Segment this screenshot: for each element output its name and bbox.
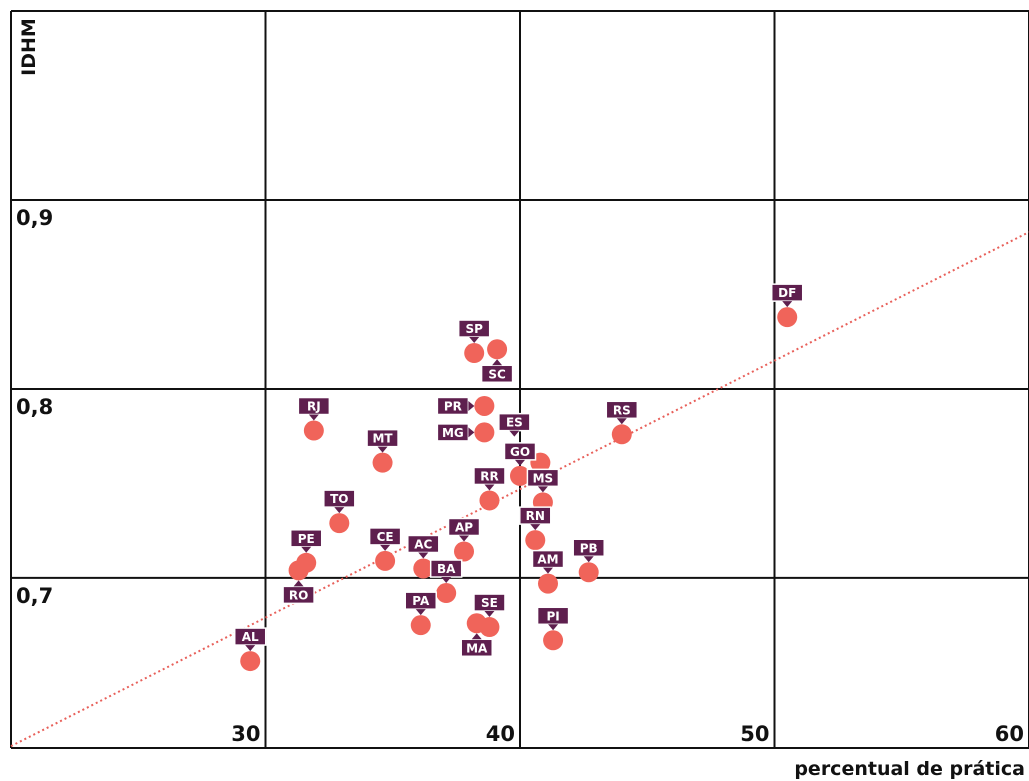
state-label-text: BA: [437, 562, 456, 576]
y-axis-title: IDHM: [18, 18, 40, 76]
data-point-rs: [611, 424, 632, 445]
state-label-text: RJ: [307, 400, 321, 414]
state-label-text: GO: [510, 445, 530, 459]
tick-labels: 30 40 50 60 0,7 0,8 0,9: [16, 206, 1024, 746]
x-tick-label: 50: [740, 722, 769, 746]
state-label-ce: CE: [368, 527, 402, 551]
state-label-rj: RJ: [297, 396, 331, 421]
data-point-df: [777, 307, 798, 328]
state-label-text: TO: [330, 492, 348, 506]
x-tick-label: 60: [995, 722, 1024, 746]
data-point-ma: [466, 613, 487, 634]
state-label-ms: MS: [526, 468, 560, 493]
x-axis-title: percentual de prática: [794, 758, 1025, 780]
grid: [11, 11, 1029, 748]
state-label-pe: PE: [289, 529, 323, 553]
state-label-text: AM: [537, 553, 558, 567]
data-point-mg: [474, 422, 495, 443]
state-label-ro: RO: [282, 580, 315, 605]
state-label-am: AM: [531, 549, 565, 574]
state-label-mg: MG: [436, 423, 475, 442]
state-label-ba: BA: [429, 559, 463, 584]
data-point-rr: [479, 490, 500, 511]
state-label-pr: PR: [436, 396, 475, 416]
state-label-df: DF: [770, 283, 804, 308]
state-label-text: ES: [506, 416, 523, 430]
data-point-pr: [474, 395, 495, 416]
state-label-text: PE: [298, 532, 315, 546]
state-label-text: RS: [613, 403, 631, 417]
data-point-ap: [454, 541, 475, 562]
state-label-text: MG: [442, 426, 464, 440]
data-point-rn: [525, 530, 546, 551]
y-tick-label: 0,9: [16, 206, 53, 230]
data-point-mt: [372, 452, 393, 473]
y-tick-label: 0,7: [16, 584, 53, 608]
state-label-sc: SC: [480, 359, 514, 384]
state-label-rn: RN: [519, 506, 552, 531]
data-point-pb: [578, 562, 599, 583]
state-label-text: AC: [414, 537, 432, 551]
state-label-rs: RS: [605, 400, 639, 425]
state-label-text: RN: [526, 509, 545, 523]
data-point-sc: [487, 339, 508, 360]
state-label-al: AL: [233, 627, 267, 652]
state-label-text: PR: [444, 399, 462, 413]
state-label-se: SE: [473, 593, 506, 618]
state-label-pb: PB: [572, 538, 605, 563]
state-label-text: AP: [455, 520, 473, 534]
state-label-es: ES: [498, 412, 531, 437]
y-tick-label: 0,8: [16, 395, 53, 419]
trend-line: [10, 231, 1029, 748]
state-label-go: GO: [503, 442, 537, 466]
state-label-text: SC: [488, 367, 506, 381]
data-point-ro: [288, 560, 309, 581]
data-point-ce: [375, 550, 396, 571]
point-labels: DF SP SC RJ PR MG RS ES MT GO RR MS TO RN AP CE PE RO AC AM…: [233, 283, 804, 658]
state-label-ac: AC: [407, 534, 440, 559]
data-point-ac: [413, 558, 434, 579]
state-label-text: SE: [481, 596, 498, 610]
state-label-sp: SP: [457, 319, 491, 344]
data-point-sp: [464, 343, 485, 364]
state-label-ap: AP: [447, 517, 481, 542]
data-points: [240, 307, 798, 672]
state-label-text: RO: [289, 588, 308, 602]
x-tick-label: 40: [486, 722, 515, 746]
state-label-pi: PI: [536, 606, 570, 631]
state-label-text: PI: [546, 609, 559, 623]
data-point-pa: [410, 615, 431, 636]
data-point-to: [329, 513, 350, 534]
state-label-text: MA: [466, 641, 488, 655]
x-tick-label: 30: [231, 722, 260, 746]
state-label-text: MS: [533, 471, 554, 485]
state-label-text: SP: [465, 322, 483, 336]
state-label-text: PB: [580, 541, 598, 555]
state-label-text: RR: [480, 469, 498, 483]
state-label-text: MT: [372, 432, 393, 446]
state-label-mt: MT: [366, 428, 399, 453]
data-point-rj: [303, 420, 324, 441]
state-label-text: PA: [412, 594, 430, 608]
state-label-rr: RR: [473, 466, 506, 491]
data-point-am: [537, 573, 558, 594]
data-point-al: [240, 651, 261, 672]
data-point-ba: [436, 583, 457, 604]
data-point-go: [510, 465, 530, 486]
state-label-text: DF: [778, 286, 796, 300]
state-label-pa: PA: [404, 591, 437, 616]
state-label-text: CE: [377, 530, 394, 544]
data-point-pi: [543, 630, 564, 651]
state-label-ma: MA: [460, 633, 493, 658]
state-label-to: TO: [323, 489, 356, 514]
state-label-text: AL: [242, 630, 259, 644]
